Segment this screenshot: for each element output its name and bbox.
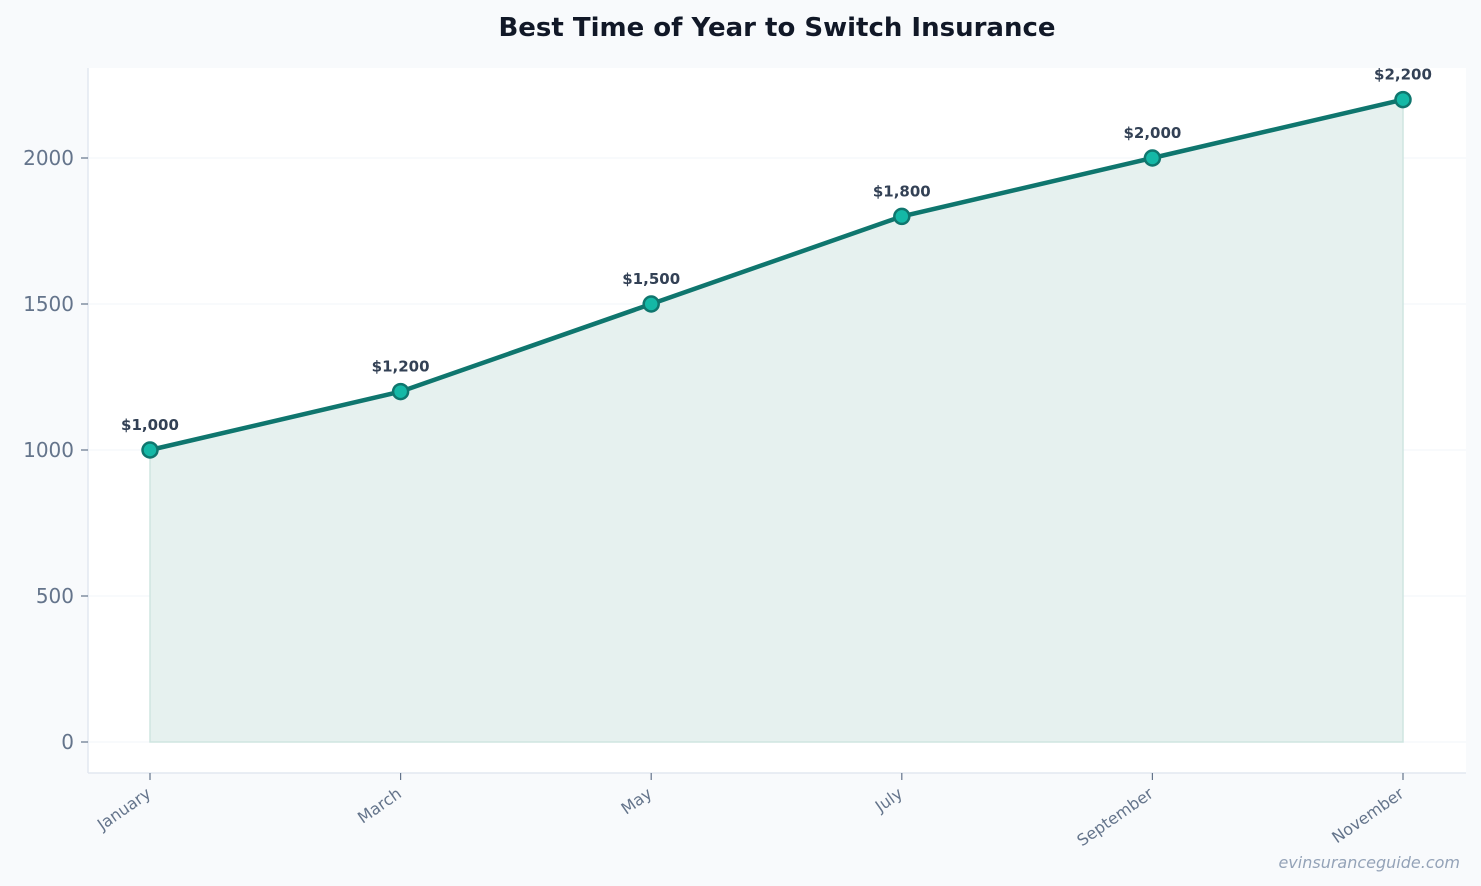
data-point [391, 382, 410, 401]
y-tick-label: 0 [61, 730, 74, 754]
data-label: $2,000 [1123, 124, 1181, 142]
x-tick-label: May [618, 784, 656, 819]
watermark: evinsuranceguide.com [1278, 853, 1460, 872]
data-point [893, 207, 911, 226]
chart-title: Best Time of Year to Switch Insurance [498, 13, 1055, 43]
data-label: $1,800 [873, 182, 931, 200]
data-point [141, 441, 159, 459]
data-point [1143, 149, 1162, 167]
x-tick-label: November [1328, 783, 1407, 847]
series-line [149, 97, 1404, 453]
y-tick-label: 1500 [23, 292, 74, 316]
y-tick-label: 1000 [23, 438, 74, 462]
data-label: $2,200 [1374, 66, 1432, 84]
data-label: $1,500 [622, 270, 680, 288]
x-tick-label: January [93, 784, 154, 835]
data-point [1394, 90, 1412, 109]
x-tick-label: July [871, 784, 906, 817]
y-tick-label: 2000 [23, 146, 74, 170]
y-tick-label: 500 [36, 584, 74, 608]
x-tick-label: March [354, 784, 405, 828]
data-point [642, 295, 660, 313]
data-label: $1,200 [372, 358, 430, 376]
data-label: $1,000 [121, 416, 179, 434]
x-tick-label: September [1073, 783, 1157, 850]
